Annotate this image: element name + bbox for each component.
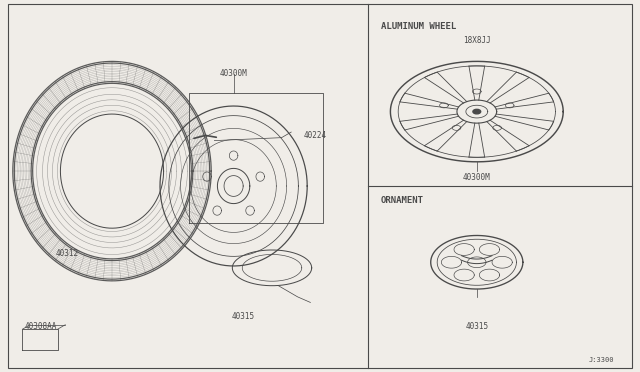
Text: 40300M: 40300M	[463, 173, 491, 182]
Text: 40315: 40315	[232, 312, 255, 321]
Text: ALUMINUM WHEEL: ALUMINUM WHEEL	[381, 22, 456, 31]
Text: 40300M: 40300M	[220, 69, 248, 78]
Text: J:3300: J:3300	[589, 357, 614, 363]
Text: 40312: 40312	[56, 249, 79, 258]
Text: 40224: 40224	[304, 131, 327, 140]
Text: 40308AA: 40308AA	[24, 322, 57, 331]
Text: 18X8JJ: 18X8JJ	[463, 36, 491, 45]
Text: 40315: 40315	[465, 322, 488, 331]
Circle shape	[473, 109, 481, 114]
Text: ORNAMENT: ORNAMENT	[381, 196, 424, 205]
